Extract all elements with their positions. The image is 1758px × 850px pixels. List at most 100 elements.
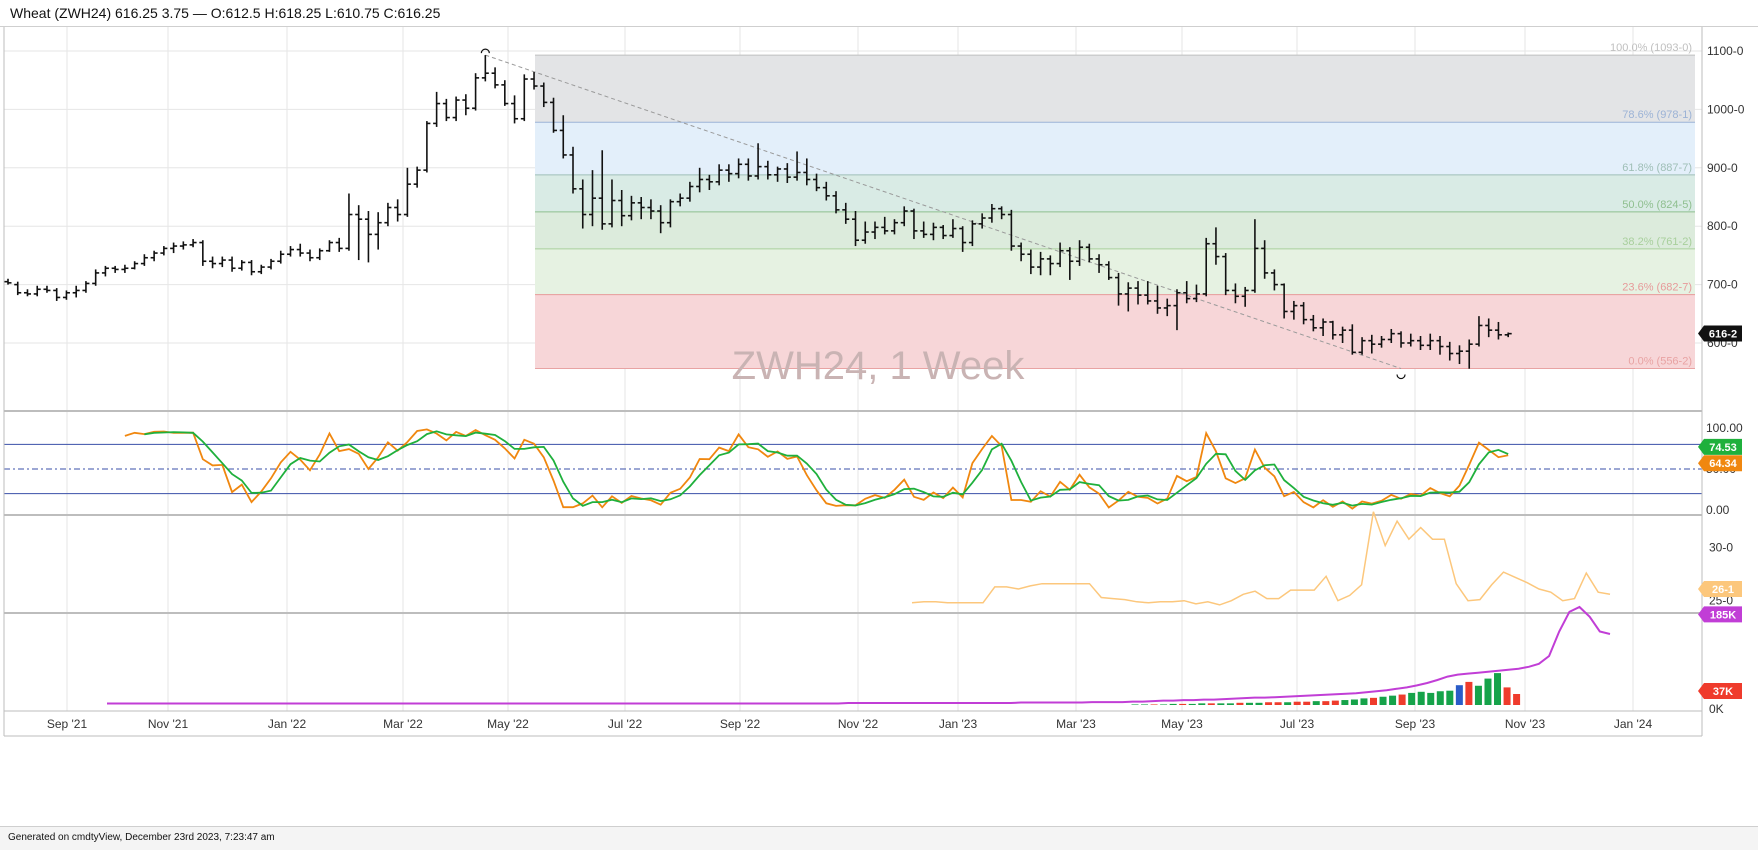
volume-bar [1513, 694, 1521, 705]
open-interest-tag: 185K [1698, 606, 1742, 623]
price-bar [978, 213, 986, 229]
price-bar [910, 208, 918, 240]
stochastic-tick-label: 100.00 [1706, 421, 1743, 435]
price-bar [920, 221, 928, 238]
price-bar [1241, 286, 1249, 307]
fib-level-label-2: 61.8% (887-7) [1622, 162, 1692, 174]
seasonal-panel [4, 511, 1702, 606]
volume-bar [1274, 702, 1282, 705]
price-bar [998, 206, 1006, 220]
price-bar [306, 249, 314, 262]
price-bar [890, 219, 898, 235]
fib-zone-4 [535, 248, 1695, 295]
fib-level-label-6: 0.0% (556-2) [1628, 356, 1692, 368]
price-bar [1134, 281, 1142, 305]
chart-header: Wheat (ZWH24) 616.25 3.75 — O:612.5 H:61… [0, 0, 1758, 27]
price-bar [355, 205, 363, 261]
price-bar [257, 264, 265, 275]
wheat-weekly-chart[interactable]: 100.0% (1093-0) 78.6% (978-1) 61.8% (887-7… [0, 27, 1758, 826]
price-bar [803, 158, 811, 186]
open-interest-panel [4, 605, 1702, 705]
open-interest-line [107, 605, 1611, 705]
price-bar [1426, 333, 1434, 351]
price-bar [481, 55, 489, 82]
volume-bar [1284, 702, 1292, 705]
price-bar [1007, 209, 1015, 251]
price-tick-label: 1000-0 [1707, 102, 1745, 116]
price-bar [442, 98, 450, 122]
price-bar [364, 211, 372, 263]
price-bar [686, 181, 694, 202]
seasonal-tag-box [1698, 581, 1742, 598]
x-tick-label: Jan '23 [939, 717, 978, 731]
price-bar [1504, 332, 1512, 338]
volume-bar [1417, 691, 1425, 705]
x-tick-label: Sep '23 [1395, 717, 1436, 731]
price-bar [842, 202, 850, 224]
volume-bar [1188, 703, 1196, 705]
price-bar [822, 181, 830, 201]
volume-bar [1236, 702, 1244, 705]
volume-bar [1350, 699, 1358, 705]
price-bar [774, 166, 782, 182]
x-tick-label: Jul '23 [1280, 717, 1315, 731]
x-tick-label: Jan '24 [1614, 717, 1653, 731]
price-bar [472, 73, 480, 111]
price-bar [1485, 318, 1493, 338]
price-bar [33, 285, 41, 297]
volume-tag: 37K [1698, 683, 1742, 699]
price-bar [676, 193, 684, 207]
price-bar [696, 167, 704, 193]
volume-bar [1217, 703, 1225, 705]
axes: Sep '21 Nov '21 Jan '22 Mar '22 May '22 Jul '… [3, 27, 1745, 737]
price-bar [1455, 345, 1463, 365]
price-bar [929, 222, 937, 241]
price-bar [1046, 255, 1054, 276]
price-bar [277, 250, 285, 264]
price-bar [1261, 240, 1269, 279]
price-bar [1017, 242, 1025, 262]
volume-tag-box [1698, 683, 1742, 699]
seasonal-tick-label: 30-0 [1709, 541, 1733, 555]
price-bar [715, 164, 723, 186]
price-bar [968, 220, 976, 247]
price-bar [1358, 337, 1366, 355]
stochastic-tick-label: 0.00 [1706, 503, 1730, 517]
volume-bar [1131, 704, 1139, 705]
last-price-tag: 616-2 [1698, 325, 1742, 342]
price-bar [1231, 283, 1239, 304]
price-bar [1144, 281, 1152, 305]
fib-level-label-1: 78.6% (978-1) [1622, 109, 1692, 121]
seasonal-tag-text: 26-1 [1712, 584, 1734, 596]
price-bar [861, 221, 869, 244]
price-bar [1309, 314, 1317, 332]
price-bar [14, 281, 22, 296]
price-bar [1153, 285, 1161, 314]
oi-zero-label: 0K [1709, 702, 1724, 716]
price-bar [82, 281, 90, 293]
price-bar [832, 191, 840, 214]
fib-zone-3 [535, 211, 1695, 249]
last-price-tag-box [1698, 325, 1742, 342]
price-bar [199, 240, 207, 266]
stochastic-panel [4, 410, 1702, 510]
volume-bar [1303, 701, 1311, 705]
price-bar [1446, 341, 1454, 361]
price-bar [559, 115, 567, 159]
fib-level-label-5: 23.6% (682-7) [1622, 282, 1692, 294]
volume-bar [1436, 691, 1444, 705]
price-bar [1436, 335, 1444, 355]
price-bar [160, 246, 168, 256]
price-bar [403, 167, 411, 217]
x-tick-label: Mar '22 [383, 717, 423, 731]
price-bar [1339, 326, 1347, 343]
price-bar [501, 80, 509, 106]
value-labels: 616-2 74.53 64.34 26-1 185K 37K [1698, 325, 1742, 699]
price-bar [1202, 237, 1210, 297]
price-bar [335, 237, 343, 252]
stochastic-k-line [124, 428, 1509, 510]
price-bar [189, 239, 197, 248]
price-bar [4, 278, 12, 285]
x-tick-label: Mar '23 [1056, 717, 1096, 731]
price-bar [1115, 272, 1123, 306]
